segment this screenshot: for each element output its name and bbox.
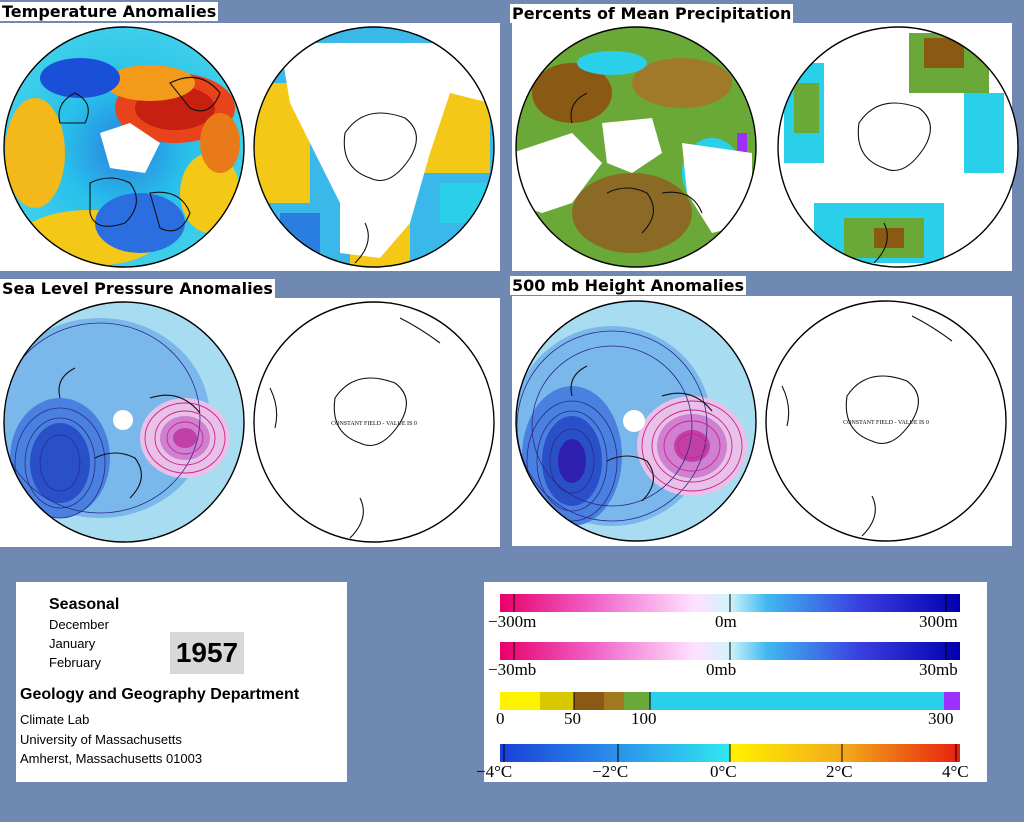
period-label: Seasonal [49, 596, 120, 613]
precip-colorbar [500, 692, 960, 710]
month-3: February [49, 655, 102, 670]
info-box: Seasonal December January February 1957 … [16, 582, 347, 782]
height-label-max: 300m [919, 612, 958, 631]
pressure-label-mid: 0mb [706, 660, 737, 679]
temp-label-0: 0°C [710, 762, 737, 781]
university-name: University of Massachusetts [20, 732, 182, 747]
slp-panel: CONSTANT FIELD - VALUE IS 0 [0, 298, 500, 547]
month-1: December [49, 617, 109, 632]
height-constant-field-note: CONSTANT FIELD - VALUE IS 0 [843, 420, 929, 426]
temperature-panel [0, 23, 500, 271]
height-globe-observed [515, 300, 757, 542]
lab-name: Climate Lab [20, 712, 90, 727]
precip-label-100: 100 [631, 709, 657, 728]
temperature-globe-observed [3, 26, 245, 268]
pressure-label-min: −30mb [488, 660, 537, 679]
precip-label-50: 50 [564, 709, 581, 728]
slp-title: Sea Level Pressure Anomalies [0, 279, 275, 298]
slp-globe-observed [3, 301, 245, 543]
precip-label-0: 0 [496, 709, 505, 728]
department-name: Geology and Geography Department [20, 686, 300, 703]
height-globe-departure: CONSTANT FIELD - VALUE IS 0 [765, 300, 1007, 542]
precip-label-300: 300 [928, 709, 954, 728]
height-title: 500 mb Height Anomalies [510, 276, 747, 295]
slp-globe-departure: CONSTANT FIELD - VALUE IS 0 [253, 301, 495, 543]
precipitation-globe-observed [515, 26, 757, 268]
precipitation-panel [512, 23, 1019, 271]
temp-label-4: 4°C [942, 762, 969, 781]
legend-box: −300m 0m 300m −30mb 0mb 30mb 0 50 100 30… [476, 582, 987, 782]
precipitation-globe-departure [777, 26, 1019, 268]
temperature-colorbar [500, 744, 960, 762]
precipitation-title: Percents of Mean Precipitation [510, 4, 794, 23]
slp-constant-field-note: CONSTANT FIELD - VALUE IS 0 [331, 421, 417, 427]
height-colorbar [500, 594, 960, 612]
year-label: 1957 [170, 632, 244, 674]
temp-label-minus2: −2°C [592, 762, 629, 781]
height-label-mid: 0m [715, 612, 737, 631]
temperature-globe-departure [253, 26, 495, 268]
pressure-colorbar [500, 642, 960, 660]
temp-label-2: 2°C [826, 762, 853, 781]
temp-label-minus4: −4°C [476, 762, 513, 781]
address: Amherst, Massachusetts 01003 [20, 751, 203, 766]
pressure-label-max: 30mb [919, 660, 958, 679]
temperature-title: Temperature Anomalies [0, 2, 219, 21]
height-label-min: −300m [488, 612, 537, 631]
month-2: January [49, 636, 96, 651]
height-panel: CONSTANT FIELD - VALUE IS 0 [512, 296, 1012, 546]
